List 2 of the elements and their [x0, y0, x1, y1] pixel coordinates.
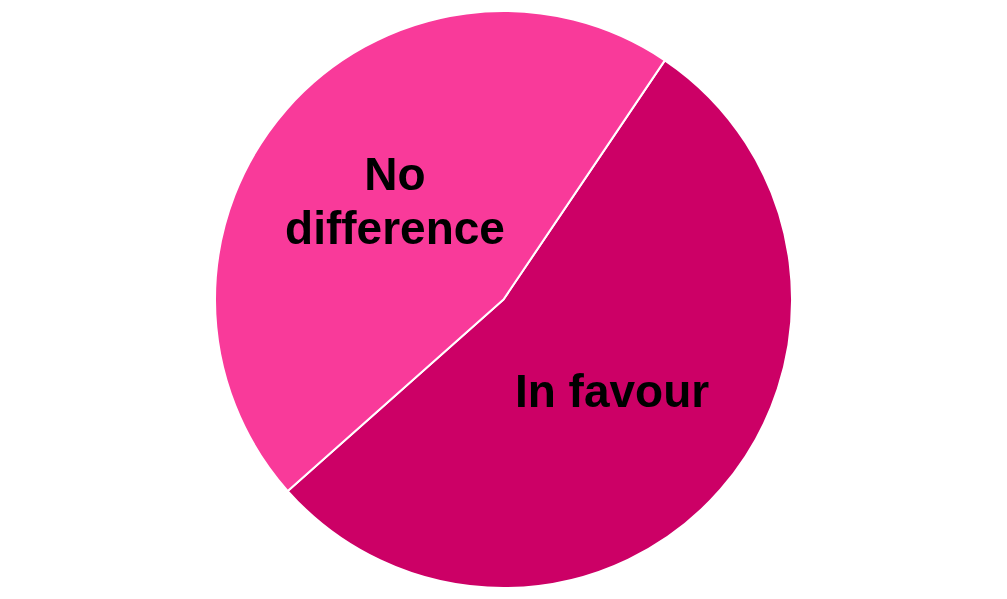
- slice-label: In favour: [514, 365, 710, 418]
- slice-label: No difference: [285, 148, 505, 255]
